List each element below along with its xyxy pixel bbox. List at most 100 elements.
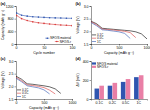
line bbox=[17, 13, 72, 18]
axis-line bbox=[90, 7, 92, 45]
line bbox=[17, 16, 72, 26]
legend-item: 1C bbox=[92, 40, 102, 44]
x-tick: 0.5C bbox=[122, 99, 130, 105]
tick-mark bbox=[15, 19, 17, 20]
point bbox=[71, 25, 72, 27]
point bbox=[32, 21, 34, 23]
x-tick: 500 bbox=[42, 99, 48, 105]
bar bbox=[113, 83, 118, 99]
tick-label: 0 bbox=[16, 46, 18, 50]
y-axis: 04008001200 bbox=[6, 5, 17, 47]
legend-swatch bbox=[92, 38, 96, 39]
y-axis-title: ΔV (mV) bbox=[76, 73, 80, 86]
y-axis: 1.52.02.53.0 bbox=[9, 60, 17, 102]
tick-label: 1C bbox=[137, 101, 142, 105]
tick-label: 0 bbox=[87, 98, 89, 102]
y-axis: 1.52.02.53.0 bbox=[84, 5, 92, 47]
legend-marker bbox=[56, 41, 58, 43]
tick-label: 2.5 bbox=[9, 72, 14, 76]
point bbox=[66, 17, 68, 19]
y-tick: 0 bbox=[87, 98, 91, 102]
tick-label: 3.0 bbox=[84, 5, 89, 9]
x-tick: 0 bbox=[16, 99, 18, 105]
tick-mark bbox=[90, 99, 92, 100]
tick-label: 2.0 bbox=[84, 30, 89, 34]
tick-label: 50 bbox=[43, 46, 47, 50]
y-tick: 1200 bbox=[6, 5, 16, 9]
bar bbox=[139, 75, 144, 99]
legend: 0.1C0.5C1C bbox=[92, 33, 104, 44]
x-axis: 05001000 bbox=[16, 99, 77, 105]
y-tick: 2.0 bbox=[84, 30, 91, 34]
bar bbox=[108, 86, 113, 99]
x-axis: 0 50 100 bbox=[16, 44, 76, 50]
legend-label: NFO/S-r bbox=[60, 40, 71, 44]
point bbox=[32, 16, 34, 18]
tick-mark bbox=[90, 6, 92, 7]
tick-mark bbox=[90, 80, 92, 81]
tick-label: 0 bbox=[16, 101, 18, 105]
x-axis-title: Capacity (mAh g⁻¹) bbox=[29, 106, 59, 110]
y-tick: 400 bbox=[8, 30, 16, 34]
legend-label: 1C bbox=[97, 40, 102, 44]
tick-label: 500 bbox=[42, 101, 48, 105]
y-tick: 400 bbox=[83, 60, 91, 64]
tick-label: 0.5C bbox=[122, 101, 130, 105]
axis-line bbox=[90, 62, 92, 100]
tick-label: 0 bbox=[12, 43, 14, 47]
tick-mark bbox=[15, 86, 17, 87]
point bbox=[60, 17, 62, 19]
tick-label: 200 bbox=[83, 79, 89, 83]
legend-item: 1C bbox=[17, 95, 27, 99]
bar bbox=[126, 79, 131, 99]
point bbox=[21, 14, 23, 16]
legend-swatch bbox=[92, 62, 96, 64]
point bbox=[66, 25, 68, 27]
x-tick: 1C bbox=[137, 99, 142, 105]
point bbox=[26, 20, 28, 22]
point bbox=[26, 15, 28, 17]
x-tick: 0 bbox=[91, 44, 93, 50]
tick-mark bbox=[15, 6, 17, 7]
legend-swatch bbox=[17, 89, 21, 90]
tick-mark bbox=[15, 74, 17, 75]
tick-mark bbox=[15, 31, 17, 32]
x-tick: 50 bbox=[43, 44, 47, 50]
point bbox=[60, 24, 62, 26]
x-tick: 100 bbox=[70, 44, 76, 50]
y-tick: 3.0 bbox=[9, 60, 16, 64]
panel: (c)1.52.02.53.0Voltage (V)05001000Capaci… bbox=[1, 56, 77, 110]
point bbox=[16, 15, 17, 17]
marks bbox=[16, 12, 72, 26]
legend-swatch bbox=[45, 38, 49, 39]
tick-label: 3.0 bbox=[9, 60, 14, 64]
legend-swatch bbox=[55, 41, 59, 42]
tick-label: 1200 bbox=[6, 5, 14, 9]
tick-mark bbox=[90, 61, 92, 62]
legend-label: NFO/S-r bbox=[97, 65, 108, 69]
marks bbox=[95, 75, 144, 99]
tick-label: 2.5 bbox=[84, 17, 89, 21]
panel: (b)1.52.02.53.0Voltage (V)05001000Capaci… bbox=[76, 1, 150, 55]
tick-mark bbox=[90, 31, 92, 32]
x-tick: 500 bbox=[117, 44, 123, 50]
point bbox=[71, 18, 72, 20]
point bbox=[54, 17, 56, 19]
tick-label: 400 bbox=[8, 30, 14, 34]
y-axis-title: Voltage (V) bbox=[1, 71, 5, 88]
legend: 0.1C0.5C1C bbox=[17, 88, 29, 99]
point bbox=[38, 22, 40, 24]
bar bbox=[134, 77, 139, 99]
legend-swatch bbox=[17, 96, 21, 97]
tick-mark bbox=[15, 99, 17, 100]
legend-swatch bbox=[17, 93, 21, 94]
bar bbox=[95, 89, 100, 99]
x-axis: 0 500 1000 bbox=[91, 44, 150, 50]
panel: (d)0200400ΔV (mV)0.1C0.2C0.5C1CNFO/S mat… bbox=[76, 56, 148, 105]
legend-marker bbox=[47, 37, 49, 39]
x-axis: 0.1C0.2C0.5C1C bbox=[92, 99, 148, 105]
point bbox=[21, 18, 23, 20]
point bbox=[38, 16, 40, 18]
legend-swatch bbox=[92, 41, 96, 42]
tick-label: 1000 bbox=[144, 46, 150, 50]
